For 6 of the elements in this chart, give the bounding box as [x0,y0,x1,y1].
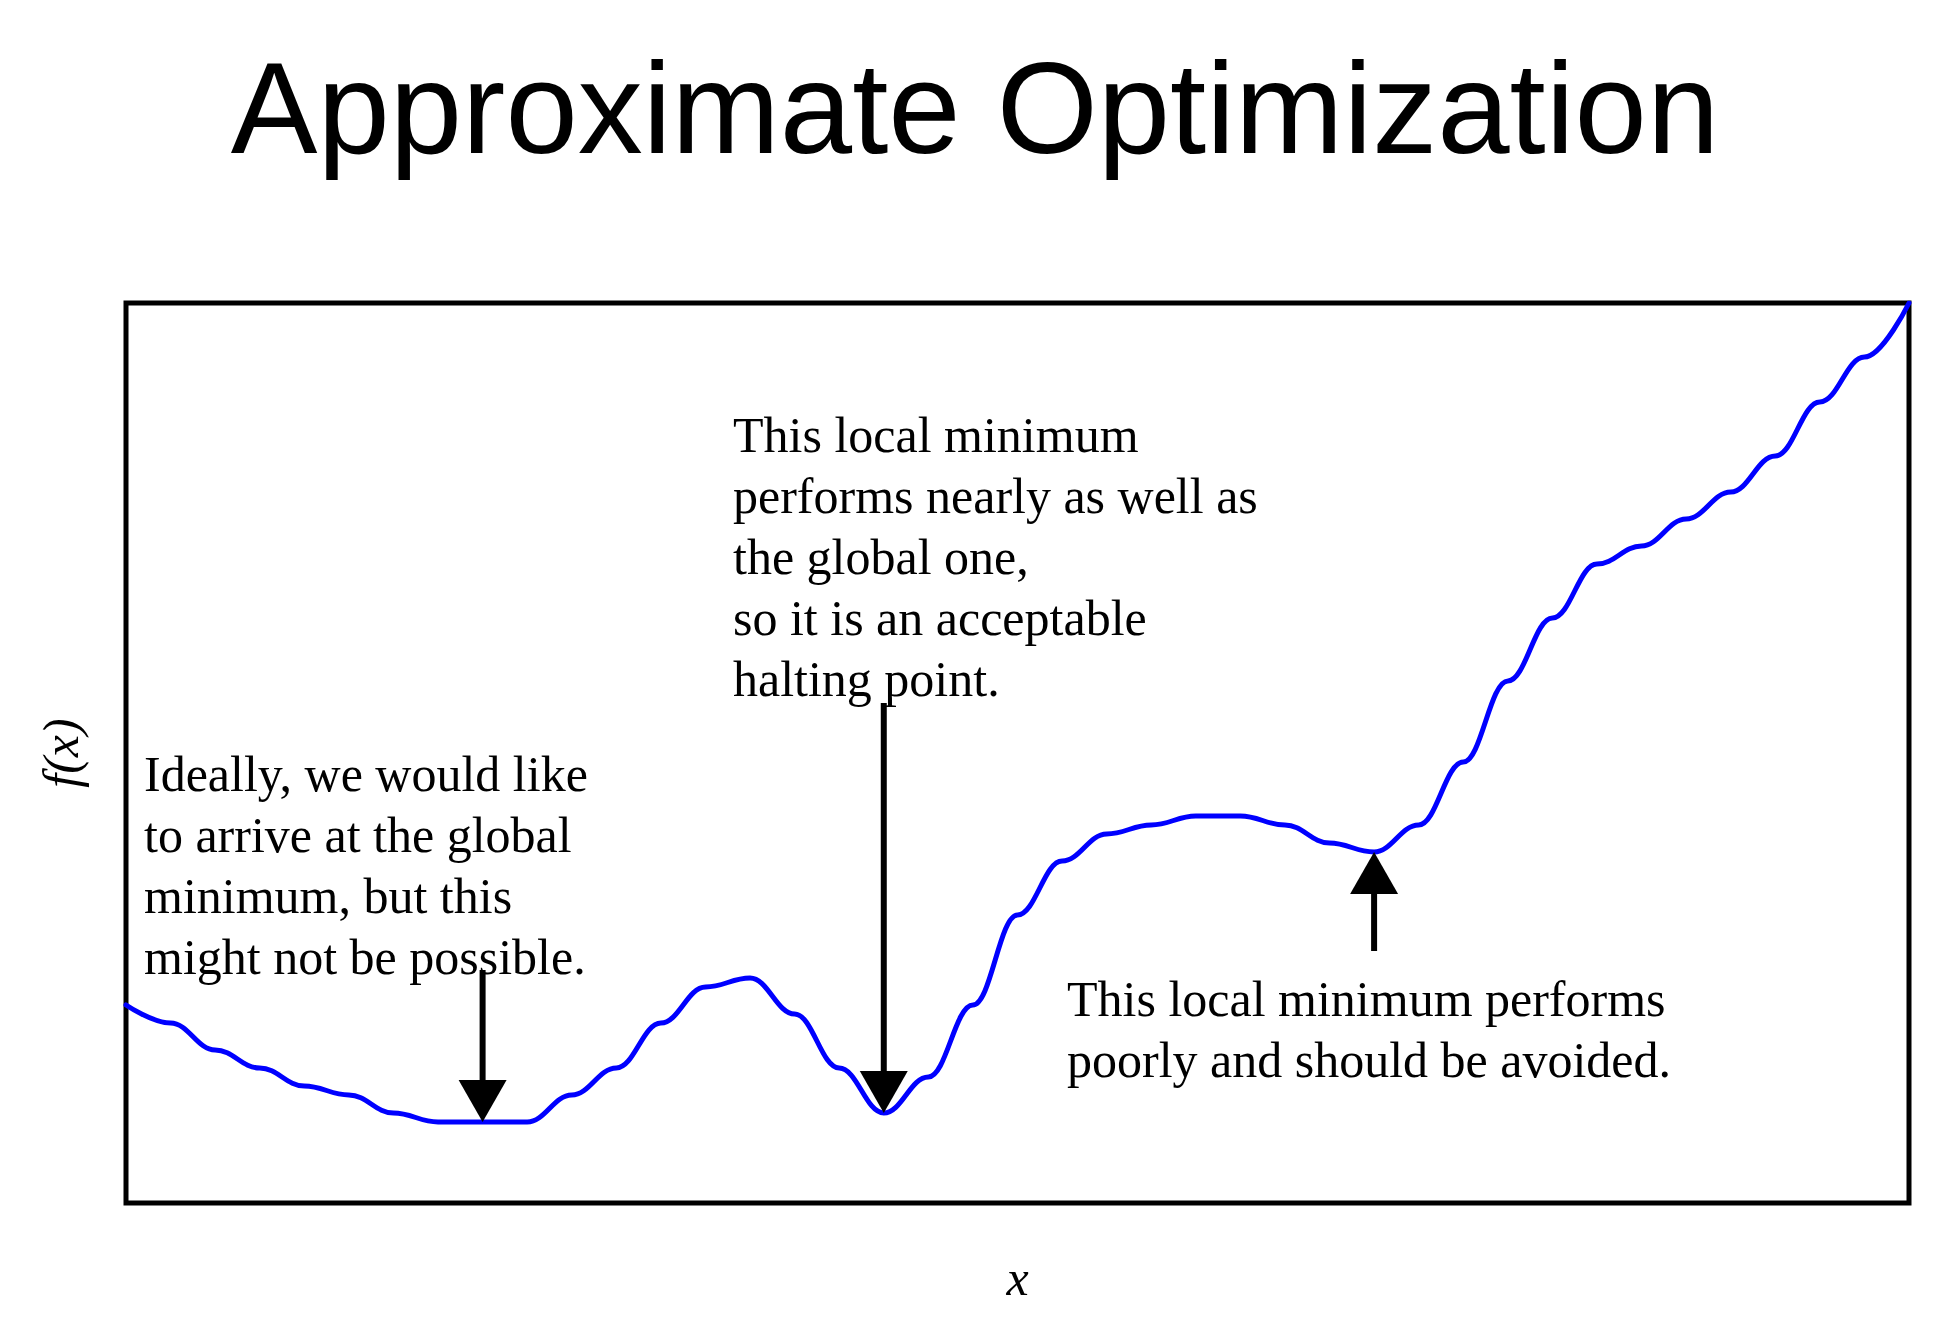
annotation: Ideally, we would like to arrive at the global minimum, but this might not be possible. [144,745,588,985]
chart-title: Approximate Optimization [230,35,1720,181]
x-axis-title: x [1005,1250,1029,1306]
annotation: This local minimum performs poorly and should be avoided. [1067,970,1672,1088]
y-axis-title: f(x) [33,718,89,788]
annotation: This local minimum performs nearly as well as the global one, so it is an acceptable halting point. [733,406,1258,707]
